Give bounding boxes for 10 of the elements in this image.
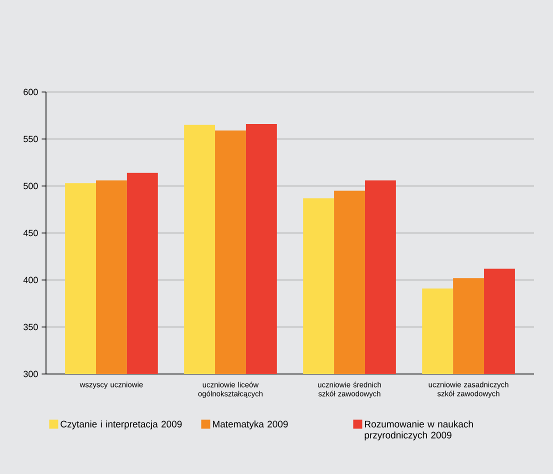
y-tick-label: 500 (24, 182, 38, 190)
legend-label: Czytanie i interpretacja 2009 (60, 420, 182, 430)
y-tick-label: 400 (23, 276, 38, 284)
y-tick-label: 550 (24, 136, 38, 142)
legend-label: Matematyka 2009 (212, 420, 288, 430)
y-tick-label: 300 (24, 370, 38, 378)
legend-label: Rozumowanie w naukach przyrodniczych 2009 (364, 420, 473, 440)
y-tick-label: 450 (23, 230, 38, 236)
y-tick-label: 350 (24, 324, 38, 330)
y-tick-label: 600 (24, 88, 38, 96)
